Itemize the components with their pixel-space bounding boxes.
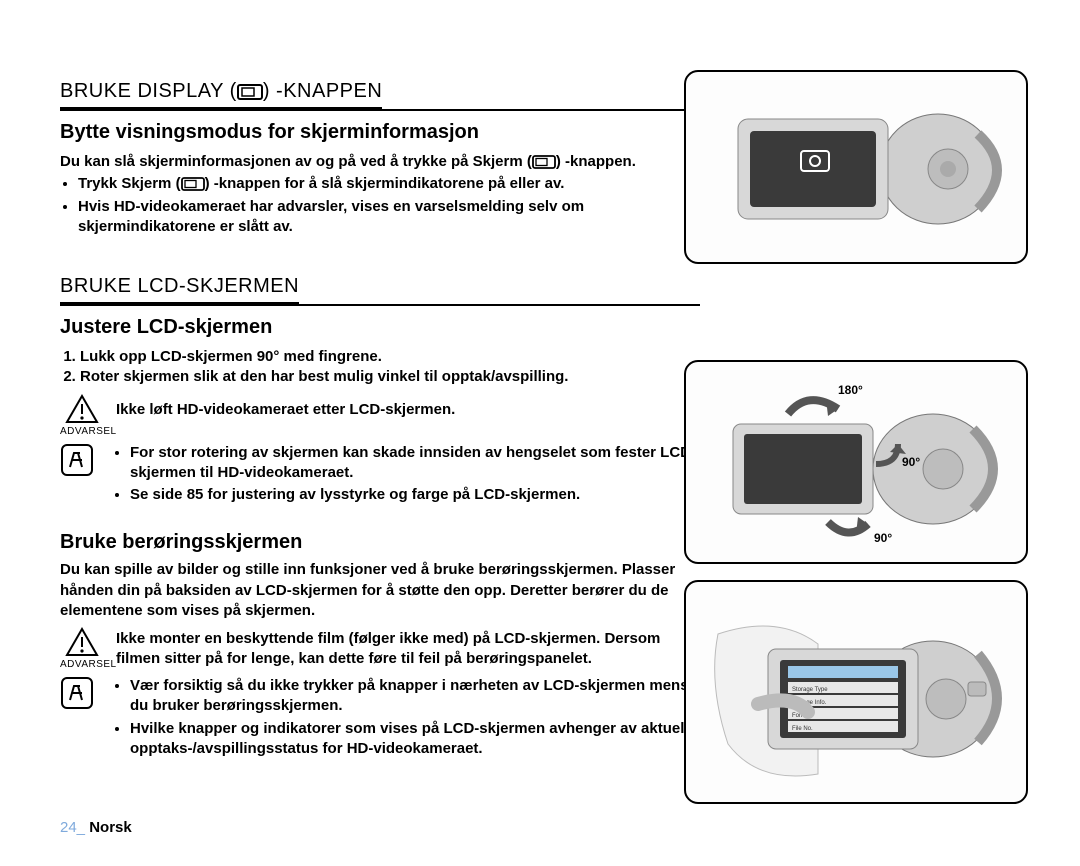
figure-lcd-adjust: 180° 90° 90° bbox=[684, 360, 1028, 564]
section3-paragraph: Du kan spille av bilder og stille inn fu… bbox=[60, 560, 680, 621]
section3-heading: Bruke berøringsskjermen bbox=[60, 531, 700, 554]
section2-title: BRUKE LCD-SKJERMEN bbox=[60, 275, 299, 304]
section1-heading: Bytte visningsmodus for skjerminformasjo… bbox=[60, 121, 700, 144]
display-icon-inline1 bbox=[532, 153, 556, 170]
section2-step2: Roter skjermen slik at den har best muli… bbox=[80, 367, 700, 387]
section3-warning-text: Ikke monter en beskyttende film (følger … bbox=[116, 627, 676, 670]
svg-text:File No.: File No. bbox=[792, 726, 813, 732]
figure-display-button bbox=[684, 70, 1028, 264]
section1-bullet2: Hvis HD-videokameraet har advarsler, vis… bbox=[78, 197, 700, 238]
angle-90b: 90° bbox=[874, 531, 892, 545]
display-icon-inline2 bbox=[181, 175, 205, 192]
note-icon bbox=[60, 443, 100, 477]
section3-note2: Hvilke knapper og indikatorer som vises … bbox=[130, 719, 700, 760]
warning-icon: ADVARSEL bbox=[60, 394, 104, 437]
section1-rule bbox=[60, 109, 700, 111]
section1-title: BRUKE DISPLAY () -KNAPPEN bbox=[60, 80, 382, 109]
section1-bullet1: Trykk Skjerm () -knappen for å slå skjer… bbox=[78, 174, 700, 194]
section2-rule bbox=[60, 304, 700, 306]
page-footer: 24_ Norsk bbox=[60, 819, 132, 836]
section1-intro: Du kan slå skjerminformasjonen av og på … bbox=[60, 152, 700, 172]
angle-90a: 90° bbox=[902, 455, 920, 469]
figure-touchscreen: Storage Type Storage Info. Format File N… bbox=[684, 580, 1028, 804]
section3-note1: Vær forsiktig så du ikke trykker på knap… bbox=[130, 676, 700, 717]
display-icon bbox=[237, 80, 263, 102]
warning-icon-2: ADVARSEL bbox=[60, 627, 104, 670]
note-icon-2 bbox=[60, 676, 100, 710]
section2-warning-text: Ikke løft HD-videokameraet etter LCD-skj… bbox=[116, 394, 455, 420]
svg-text:Storage Type: Storage Type bbox=[792, 687, 828, 693]
section2-heading: Justere LCD-skjermen bbox=[60, 316, 700, 339]
section2-note1: For stor rotering av skjermen kan skade … bbox=[130, 443, 700, 484]
section2-note2: Se side 85 for justering av lysstyrke og… bbox=[130, 485, 700, 505]
section2-step1: Lukk opp LCD-skjermen 90° med fingrene. bbox=[80, 347, 700, 367]
angle-180: 180° bbox=[838, 383, 863, 397]
